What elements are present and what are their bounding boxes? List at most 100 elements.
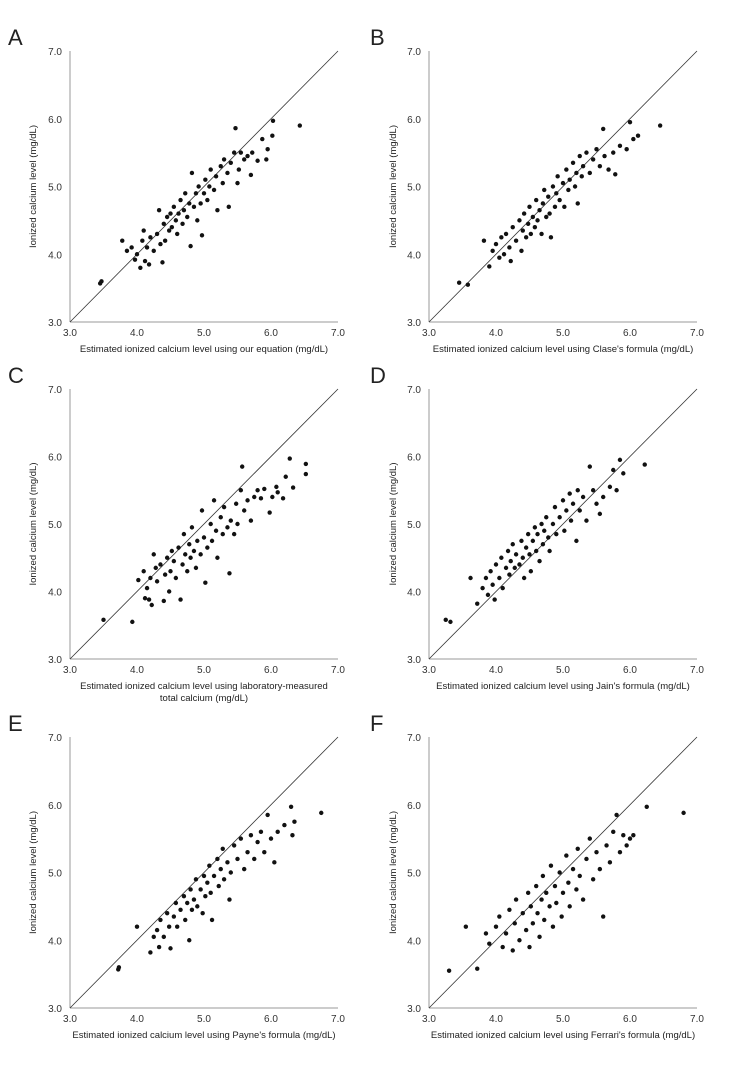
panel-letter: C <box>8 363 24 388</box>
data-point <box>475 966 480 971</box>
data-point <box>590 157 596 162</box>
data-point <box>601 914 606 919</box>
data-point <box>528 231 534 237</box>
data-point <box>180 221 185 226</box>
data-point <box>546 535 551 540</box>
data-point <box>154 927 160 933</box>
data-point <box>570 866 576 872</box>
data-point <box>151 934 156 940</box>
data-point <box>542 528 547 533</box>
data-point <box>245 849 250 855</box>
data-point <box>564 167 569 172</box>
data-point <box>258 829 264 835</box>
data-point <box>242 157 247 162</box>
y-tick-label: 3.0 <box>407 1004 421 1015</box>
data-point <box>657 123 663 128</box>
data-point <box>584 856 589 862</box>
data-point <box>132 257 138 262</box>
data-point <box>270 494 275 500</box>
y-tick-label: 4.0 <box>48 588 62 599</box>
data-point <box>617 457 623 463</box>
data-point <box>134 924 140 929</box>
data-point <box>523 545 529 550</box>
data-point <box>539 231 544 237</box>
data-point <box>557 870 562 875</box>
data-point <box>607 860 613 865</box>
data-point <box>521 575 527 581</box>
data-point <box>481 238 487 243</box>
data-point <box>205 545 210 550</box>
data-point <box>540 873 546 879</box>
data-point <box>513 552 519 557</box>
data-point <box>548 863 554 868</box>
data-point <box>209 538 215 544</box>
data-point <box>624 843 629 848</box>
data-point <box>523 235 529 240</box>
y-tick-label: 5.0 <box>407 869 421 880</box>
data-point <box>250 150 255 155</box>
data-point <box>181 208 187 213</box>
data-point <box>99 279 104 284</box>
data-point <box>191 897 197 902</box>
panel-d: D 3.0 4.0 5.0 6.0 7.0 3.0 4.0 5.0 6.0 7.0 Ionized c… <box>370 363 704 692</box>
data-point <box>559 914 564 919</box>
data-point <box>226 204 231 210</box>
y-tick-label: 3.0 <box>48 655 62 666</box>
x-tick-label: 6.0 <box>264 1014 278 1025</box>
data-point <box>552 204 558 210</box>
data-point <box>535 910 540 916</box>
data-point <box>164 910 170 916</box>
data-point <box>631 833 636 838</box>
data-point <box>568 518 574 523</box>
data-point <box>546 194 551 199</box>
data-point <box>537 934 542 940</box>
data-point <box>221 157 227 162</box>
data-point <box>560 890 566 896</box>
data-point <box>503 931 509 936</box>
data-point <box>189 525 195 530</box>
data-point <box>564 853 569 858</box>
data-point <box>574 170 579 176</box>
data-point <box>173 900 179 906</box>
data-point <box>211 498 217 503</box>
data-point <box>136 577 141 583</box>
panel-f: F 3.0 4.0 5.0 6.0 7.0 3.0 4.0 5.0 6.0 7.0 Ionized c… <box>370 711 704 1041</box>
data-point <box>490 248 495 254</box>
data-point <box>180 562 185 567</box>
data-point <box>146 597 152 602</box>
data-point <box>550 521 556 527</box>
data-point <box>166 228 172 233</box>
data-point <box>171 558 177 564</box>
data-point <box>539 897 544 902</box>
y-axis-label: Ionized calcium level (mg/dL) <box>28 462 39 585</box>
data-point <box>144 245 150 250</box>
data-point <box>255 488 260 493</box>
data-point <box>544 890 549 896</box>
data-point <box>510 542 515 547</box>
data-point <box>176 211 181 216</box>
data-point <box>497 914 502 919</box>
data-point <box>151 248 156 254</box>
data-point <box>238 488 244 493</box>
x-tick-label: 4.0 <box>130 1014 144 1025</box>
data-point <box>173 575 179 581</box>
data-point <box>584 518 589 523</box>
data-point <box>532 525 538 530</box>
data-point <box>141 228 146 233</box>
data-point <box>238 836 244 841</box>
data-point <box>601 494 606 500</box>
data-point <box>611 829 616 835</box>
data-point <box>487 264 492 269</box>
data-point <box>185 900 190 906</box>
data-point <box>535 218 540 223</box>
data-point <box>191 548 197 554</box>
data-point <box>577 153 582 159</box>
data-point <box>552 504 558 510</box>
data-point <box>195 218 200 223</box>
data-point <box>555 174 560 179</box>
data-point <box>535 531 540 537</box>
data-point <box>248 833 254 838</box>
data-point <box>621 471 626 476</box>
data-point <box>248 172 254 178</box>
data-point <box>189 170 195 176</box>
